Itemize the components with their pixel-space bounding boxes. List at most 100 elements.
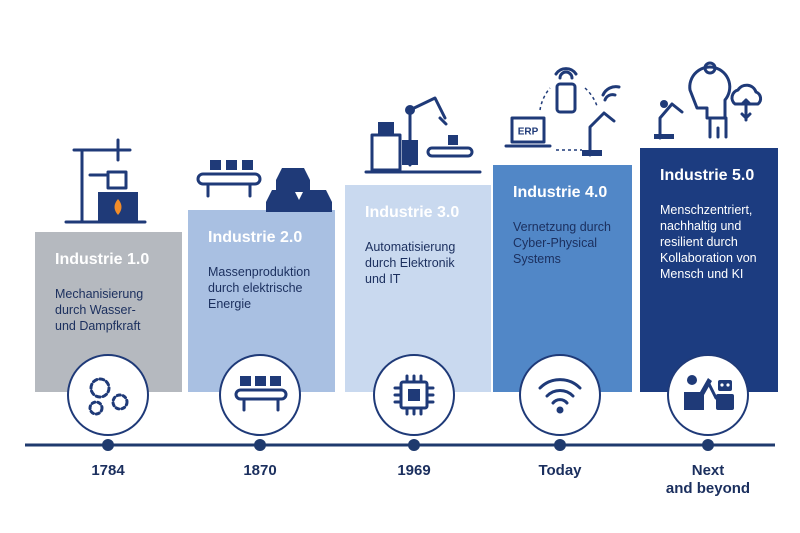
stage-description: Energie — [208, 297, 251, 311]
icon-part — [298, 190, 332, 212]
icon-part — [654, 134, 674, 139]
icon-part — [588, 111, 616, 157]
icon-part — [726, 383, 730, 387]
icon-part — [438, 116, 448, 126]
robot-factory-icon — [364, 96, 482, 174]
icon-part — [405, 105, 415, 115]
icon-part — [660, 100, 668, 108]
icon-part — [554, 67, 578, 80]
icon-part — [716, 394, 734, 410]
stage: Industrie 1.0 Mechanisierung durch Wasser-… — [35, 232, 182, 436]
wifi-icon — [538, 378, 582, 414]
stage-description: Automatisierung — [365, 240, 455, 254]
icon-part — [240, 376, 251, 386]
stage: Industrie 5.0 Menschzentriert, nachhaltig … — [640, 148, 778, 436]
stage-description: durch Elektronik — [365, 256, 455, 270]
icon-part — [408, 96, 447, 167]
timeline-dot — [554, 439, 566, 451]
icon-circle — [519, 354, 601, 436]
icon-part — [89, 377, 111, 399]
icon-part — [510, 116, 546, 144]
icon-part — [720, 383, 724, 387]
stage-description: Menschzentriert, — [660, 203, 752, 217]
icon-part — [266, 190, 300, 212]
icon-part — [111, 393, 129, 411]
stage-title: Industrie 1.0 — [55, 251, 149, 268]
stage: Industrie 3.0 Automatisierung durch Elektr… — [345, 185, 491, 436]
date-label: 1969 — [397, 462, 430, 479]
icon-part — [370, 133, 402, 172]
timeline-dot — [102, 439, 114, 451]
stage-description: Vernetzung durch — [513, 220, 611, 234]
icon-circle — [67, 354, 149, 436]
icon-part — [684, 378, 712, 410]
conveyor-cars-icon — [196, 160, 332, 212]
icon-part — [448, 135, 458, 145]
icon-part — [196, 172, 262, 186]
icon-part — [687, 375, 697, 385]
stage-box — [640, 148, 778, 392]
stage-description: Mechanisierung — [55, 287, 143, 301]
stage-title: Industrie 3.0 — [365, 204, 459, 221]
stage-description: Mensch und KI — [660, 267, 743, 281]
timeline-dot — [408, 439, 420, 451]
date-label: Next — [692, 462, 725, 479]
icon-part — [393, 374, 435, 416]
stage-description: und Dampfkraft — [55, 319, 141, 333]
date-label: Today — [538, 462, 582, 479]
chip-icon — [393, 374, 435, 416]
icon-part — [730, 83, 763, 106]
date-label: 1870 — [243, 462, 276, 479]
icon-part — [703, 61, 717, 75]
stage-title: Industrie 5.0 — [660, 167, 754, 184]
gears-icon — [88, 377, 129, 416]
stage-description: resilient durch — [660, 235, 738, 249]
timeline-dot — [702, 439, 714, 451]
date-label: 1784 — [91, 462, 125, 479]
icon-part — [106, 170, 128, 190]
icon-part — [408, 389, 420, 401]
erp-label: ERP — [518, 127, 539, 138]
icons: ERP — [64, 61, 763, 416]
human-robot-icon — [684, 375, 734, 410]
icon-part — [426, 146, 474, 158]
icon-part — [538, 378, 582, 405]
icon-part — [582, 150, 602, 156]
icon-part — [226, 160, 237, 170]
icon-circle — [667, 354, 749, 436]
icon-part — [718, 380, 732, 391]
stage-description: und IT — [365, 272, 401, 286]
icon-part — [255, 376, 266, 386]
date-label: and beyond — [666, 480, 750, 497]
icon-part — [706, 380, 718, 400]
stage: Industrie 2.0 Massenproduktion durch elekt… — [188, 210, 335, 436]
stage-description: Systems — [513, 252, 561, 266]
icon-part — [601, 85, 621, 102]
stage-description: Cyber-Physical — [513, 236, 597, 250]
stage-description: nachhaltig und — [660, 219, 741, 233]
stage: Industrie 4.0 Vernetzung durch Cyber-Physi… — [493, 165, 632, 436]
connected-systems-icon: ERP — [504, 67, 621, 157]
icon-part — [210, 160, 221, 170]
icon-part — [556, 406, 564, 414]
stage-title: Industrie 4.0 — [513, 184, 607, 201]
icon-circle — [219, 354, 301, 436]
icon-part — [276, 168, 310, 192]
stage-description: durch Wasser- — [55, 303, 136, 317]
icon-part — [88, 400, 104, 416]
icon-part — [402, 140, 418, 165]
icon-part — [378, 122, 394, 134]
human-ai-icon — [654, 61, 763, 140]
stage-description: Kollaboration von — [660, 251, 757, 265]
icon-part — [114, 199, 122, 215]
conveyor-icon — [234, 376, 288, 412]
icon-part — [270, 376, 281, 386]
icon-part — [555, 82, 577, 114]
icon-part — [688, 65, 732, 120]
stages: Industrie 1.0 Mechanisierung durch Wasser-… — [35, 148, 778, 436]
stage-description: Massenproduktion — [208, 265, 310, 279]
icon-part — [539, 87, 598, 151]
icon-part — [740, 98, 752, 122]
icon-part — [658, 102, 684, 140]
